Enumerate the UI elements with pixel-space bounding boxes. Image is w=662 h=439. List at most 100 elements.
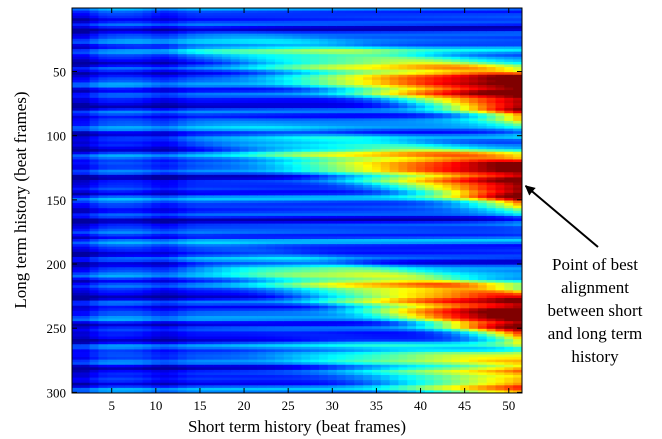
- heatmap-cell: [354, 336, 364, 340]
- heatmap-cell: [248, 190, 258, 194]
- heatmap-cell: [213, 61, 223, 66]
- heatmap-cell: [72, 164, 82, 168]
- heatmap-cell: [266, 385, 276, 389]
- heatmap-cell: [89, 372, 100, 376]
- heatmap-cell: [213, 56, 223, 60]
- heatmap-cell: [116, 61, 126, 66]
- heatmap-cell: [327, 41, 338, 45]
- heatmap-cell: [72, 290, 82, 294]
- heatmap-cell: [133, 249, 144, 253]
- heatmap-cell: [266, 25, 276, 30]
- heatmap-cell: [327, 300, 338, 304]
- heatmap-cell: [116, 362, 126, 366]
- heatmap-cell: [345, 59, 355, 63]
- heatmap-cell: [319, 354, 329, 358]
- heatmap-cell: [195, 108, 205, 112]
- heatmap-cell: [257, 349, 267, 353]
- heatmap-cell: [222, 331, 232, 335]
- heatmap-cell: [160, 292, 170, 297]
- heatmap-cell: [151, 323, 161, 327]
- heatmap-cell: [266, 69, 276, 73]
- heatmap-cell: [124, 259, 135, 263]
- heatmap-cell: [89, 215, 100, 220]
- heatmap-cell: [89, 182, 100, 186]
- heatmap-cell: [177, 259, 188, 263]
- heatmap-cell: [266, 280, 276, 284]
- heatmap-cell: [354, 200, 364, 204]
- heatmap-cell: [292, 256, 303, 261]
- heatmap-cell: [204, 64, 214, 68]
- heatmap-cell: [336, 233, 347, 238]
- heatmap-cell: [230, 246, 241, 250]
- heatmap-cell: [204, 346, 214, 350]
- heatmap-cell: [151, 277, 161, 281]
- heatmap-cell: [319, 292, 329, 297]
- heatmap-cell: [283, 141, 294, 145]
- heatmap-cell: [213, 326, 223, 330]
- heatmap-cell: [177, 126, 188, 130]
- heatmap-cell: [319, 102, 329, 107]
- heatmap-cell: [177, 43, 188, 48]
- heatmap-cell: [116, 267, 126, 271]
- heatmap-cell: [124, 92, 135, 96]
- heatmap-cell: [274, 79, 285, 84]
- heatmap-cell: [107, 195, 117, 199]
- heatmap-cell: [186, 313, 197, 317]
- heatmap-cell: [319, 79, 329, 84]
- heatmap-cell: [345, 331, 355, 335]
- heatmap-cell: [72, 185, 82, 189]
- heatmap-cell: [195, 72, 205, 76]
- heatmap-cell: [239, 233, 250, 238]
- heatmap-cell: [151, 28, 161, 32]
- heatmap-cell: [274, 167, 285, 171]
- heatmap-cell: [336, 146, 347, 150]
- heatmap-cell: [248, 154, 258, 158]
- heatmap-cell: [195, 313, 205, 317]
- heatmap-cell: [204, 213, 214, 217]
- heatmap-cell: [177, 336, 188, 340]
- heatmap-cell: [363, 126, 373, 130]
- heatmap-cell: [310, 339, 320, 343]
- heatmap-cell: [80, 56, 91, 60]
- heatmap-cell: [274, 254, 285, 258]
- heatmap-cell: [310, 262, 320, 266]
- heatmap-cell: [292, 20, 303, 24]
- heatmap-cell: [336, 33, 347, 37]
- heatmap-cell: [186, 341, 197, 345]
- heatmap-cell: [133, 256, 144, 261]
- heatmap-cell: [319, 200, 329, 204]
- heatmap-cell: [222, 149, 232, 153]
- heatmap-cell: [336, 341, 347, 345]
- heatmap-cell: [107, 123, 117, 127]
- heatmap-cell: [195, 272, 205, 276]
- heatmap-cell: [124, 90, 135, 94]
- heatmap-cell: [186, 41, 197, 45]
- heatmap-cell: [336, 64, 347, 68]
- heatmap-cell: [89, 187, 100, 191]
- heatmap-cell: [177, 25, 188, 30]
- heatmap-cell: [151, 118, 161, 122]
- heatmap-cell: [266, 74, 276, 78]
- heatmap-cell: [319, 244, 329, 248]
- heatmap-cell: [151, 380, 161, 384]
- heatmap-cell: [160, 97, 170, 101]
- heatmap-cell: [169, 241, 179, 245]
- heatmap-cell: [336, 282, 347, 286]
- heatmap-cell: [248, 82, 258, 86]
- heatmap-cell: [274, 177, 285, 181]
- heatmap-cell: [186, 249, 197, 253]
- heatmap-cell: [257, 272, 267, 276]
- heatmap-cell: [345, 179, 355, 184]
- heatmap-cell: [72, 295, 82, 299]
- heatmap-cell: [116, 172, 126, 176]
- heatmap-cell: [142, 333, 153, 338]
- heatmap-cell: [239, 128, 250, 132]
- heatmap-cell: [345, 351, 355, 356]
- heatmap-cell: [336, 223, 347, 227]
- heatmap-cell: [336, 380, 347, 384]
- heatmap-cell: [301, 208, 311, 212]
- heatmap-cell: [80, 210, 91, 214]
- heatmap-cell: [98, 154, 108, 158]
- heatmap-cell: [72, 25, 82, 30]
- heatmap-cell: [354, 33, 364, 37]
